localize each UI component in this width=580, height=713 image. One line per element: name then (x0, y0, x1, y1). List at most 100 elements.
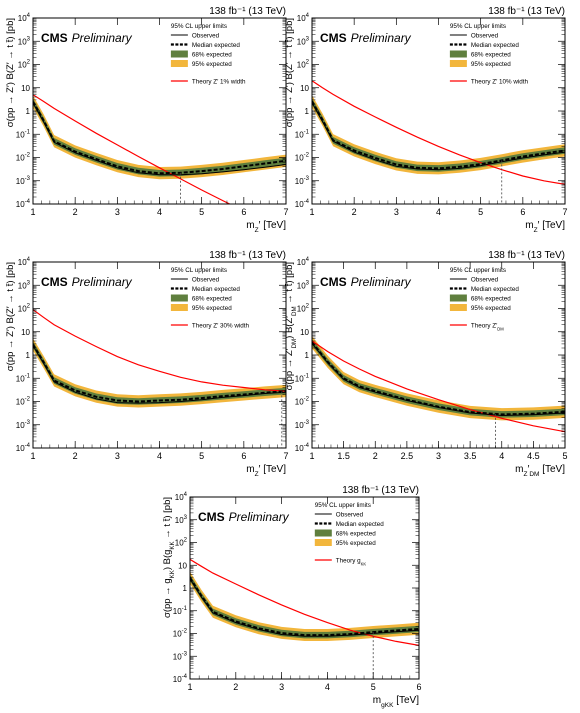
plot-area (312, 336, 565, 448)
x-tick-label: 3 (115, 451, 120, 461)
y-tick-label: 10-1 (16, 373, 31, 383)
y-tick-label: 102 (297, 60, 310, 70)
plot-area (190, 558, 419, 679)
plot-frame (189, 496, 420, 680)
chart-panel-2: 10-4 10-3 10-2 10-1 1 10 102 103 104 1 2 3 4 5 6 7 mZ′ [… (284, 6, 568, 234)
legend-95-expected-label: 95% expected (471, 305, 511, 312)
x-axis-label: mgKK [TeV] (373, 695, 419, 709)
observed-line (33, 345, 286, 404)
observed-line (190, 578, 419, 637)
y-tick-label: 10-3 (173, 651, 188, 661)
y-tick-label: 1 (26, 107, 31, 116)
legend-68-expected-label: 68% expected (471, 296, 511, 303)
x-tick-label: 3 (436, 451, 441, 461)
y-tick-label: 10-2 (295, 153, 310, 163)
band-68-expected (33, 98, 286, 177)
y-tick-label: 10 (178, 561, 187, 570)
x-tick-label: 3 (115, 207, 120, 217)
legend-median-expected-label: Median expected (192, 286, 240, 293)
legend-95-expected-label: 95% expected (192, 61, 232, 68)
y-tick-label: 10 (21, 328, 30, 337)
theory-line (312, 80, 565, 185)
median-expected-line (33, 344, 286, 403)
cms-label: CMS Preliminary (41, 31, 133, 45)
x-tick-label: 4.5 (527, 451, 540, 461)
chart-panel-4: 10-4 10-3 10-2 10-1 1 10 102 103 104 1 1.5 2 2.5 3 3.5… (284, 250, 568, 478)
y-tick-label: 10-4 (295, 199, 310, 209)
x-tick-label: 5 (478, 207, 483, 217)
legend-95-expected-label: 95% expected (192, 305, 232, 312)
legend-68-expected-swatch (449, 50, 467, 58)
y-tick-label: 1 (26, 351, 31, 360)
x-tick-label: 1 (309, 207, 314, 217)
y-tick-label: 10-4 (173, 674, 188, 684)
observed-line (312, 342, 565, 417)
median-expected-line (312, 341, 565, 416)
legend-header: 95% CL upper limits (315, 502, 371, 509)
y-axis-label: σ(pp → Z′) B(Z′ → t t̄) [pb] (284, 18, 295, 127)
plot-area (33, 94, 286, 204)
y-tick-label: 10-2 (16, 397, 31, 407)
x-tick-label: 2.5 (401, 451, 414, 461)
median-expected-line (33, 101, 286, 175)
y-tick-label: 104 (297, 257, 310, 267)
x-tick-label: 1.5 (337, 451, 350, 461)
legend-68-expected-label: 68% expected (336, 531, 376, 538)
y-axis-label: σ(pp → gKK) B(gKK → t t̄) [pb] (162, 497, 176, 618)
y-tick-label: 104 (175, 492, 188, 502)
y-tick-label: 10-3 (295, 176, 310, 186)
legend-68-expected-label: 68% expected (192, 52, 232, 59)
legend-observed-label: Observed (192, 277, 220, 284)
chart-panel-3: 10-4 10-3 10-2 10-1 1 10 102 103 104 1 2 3 4 5 6 7 mZ′ [… (5, 250, 289, 478)
y-tick-label: 10-3 (16, 176, 31, 186)
y-axis-label: σ(pp → Z′) B(Z′ → t t̄) [pb] (5, 18, 16, 127)
luminosity-label: 138 fb⁻¹ (13 TeV) (209, 6, 286, 17)
y-tick-label: 10 (300, 328, 309, 337)
x-tick-label: 1 (30, 207, 35, 217)
chart-panel-5: 10-4 10-3 10-2 10-1 1 10 102 103 104 1 2 3 4 5 6 mgKK [… (162, 485, 422, 709)
plot-area (312, 80, 565, 204)
plot-frame (32, 261, 287, 449)
x-tick-label: 5 (199, 207, 204, 217)
x-tick-label: 6 (520, 207, 525, 217)
legend-95-expected-swatch (314, 539, 332, 546)
legend-68-expected-swatch (449, 294, 467, 302)
y-tick-label: 10-1 (173, 606, 188, 616)
y-tick-label: 10 (300, 84, 309, 93)
y-tick-label: 104 (18, 13, 31, 23)
legend-68-expected-swatch (170, 50, 188, 58)
observed-line (312, 102, 565, 171)
y-tick-label: 10-2 (295, 397, 310, 407)
x-tick-label: 1 (309, 451, 314, 461)
legend-median-expected-label: Median expected (192, 42, 240, 49)
x-tick-label: 7 (283, 207, 288, 217)
y-axis-label: σ(pp → Z′DM) B(Z′DM → t t̄) [pb] (284, 262, 298, 390)
x-tick-label: 5 (562, 451, 567, 461)
y-tick-label: 102 (18, 304, 31, 314)
legend-observed-label: Observed (336, 512, 364, 519)
x-tick-label: 1 (30, 451, 35, 461)
y-tick-label: 10-4 (16, 199, 31, 209)
legend-95-expected-swatch (170, 60, 188, 67)
observed-line (33, 102, 286, 176)
y-tick-label: 103 (297, 36, 310, 46)
legend-observed-label: Observed (471, 277, 499, 284)
legend-theory-label: Theory Z′DM (471, 323, 504, 332)
legend-median-expected-label: Median expected (336, 521, 384, 528)
legend-theory-label: Theory Z′ 1% width (192, 79, 246, 86)
legend-median-expected-label: Median expected (471, 286, 519, 293)
y-tick-label: 102 (175, 538, 188, 548)
x-tick-label: 3 (279, 682, 284, 692)
y-tick-label: 102 (297, 304, 310, 314)
x-tick-label: 4 (157, 451, 162, 461)
x-tick-label: 4 (325, 682, 330, 692)
luminosity-label: 138 fb⁻¹ (13 TeV) (342, 485, 419, 496)
x-tick-label: 2 (233, 682, 238, 692)
x-tick-label: 4 (157, 207, 162, 217)
legend-68-expected-label: 68% expected (192, 296, 232, 303)
x-tick-label: 4 (499, 451, 504, 461)
x-tick-label: 2 (73, 451, 78, 461)
legend: 95% CL upper limits Observed Median expect… (170, 23, 246, 86)
x-axis-label: mZ′ [TeV] (246, 220, 286, 234)
